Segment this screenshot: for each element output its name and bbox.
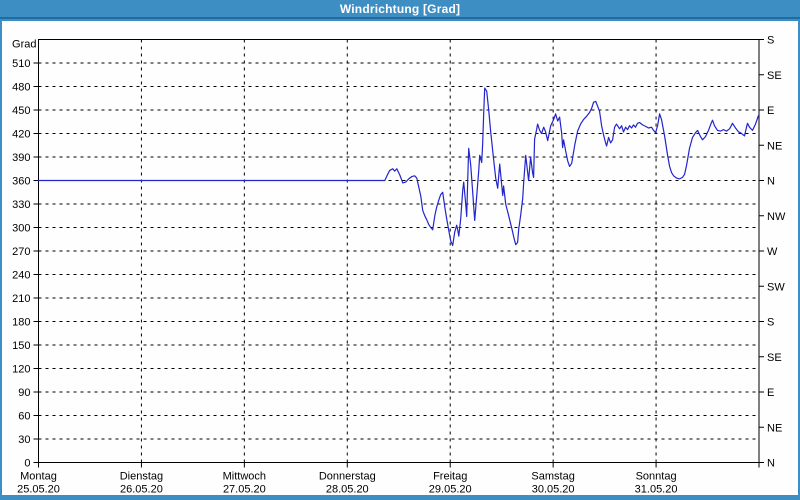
- panel-title: Windrichtung [Grad]: [339, 2, 461, 16]
- title-bar: Windrichtung [Grad]: [0, 0, 800, 19]
- chart-content: [2, 21, 798, 495]
